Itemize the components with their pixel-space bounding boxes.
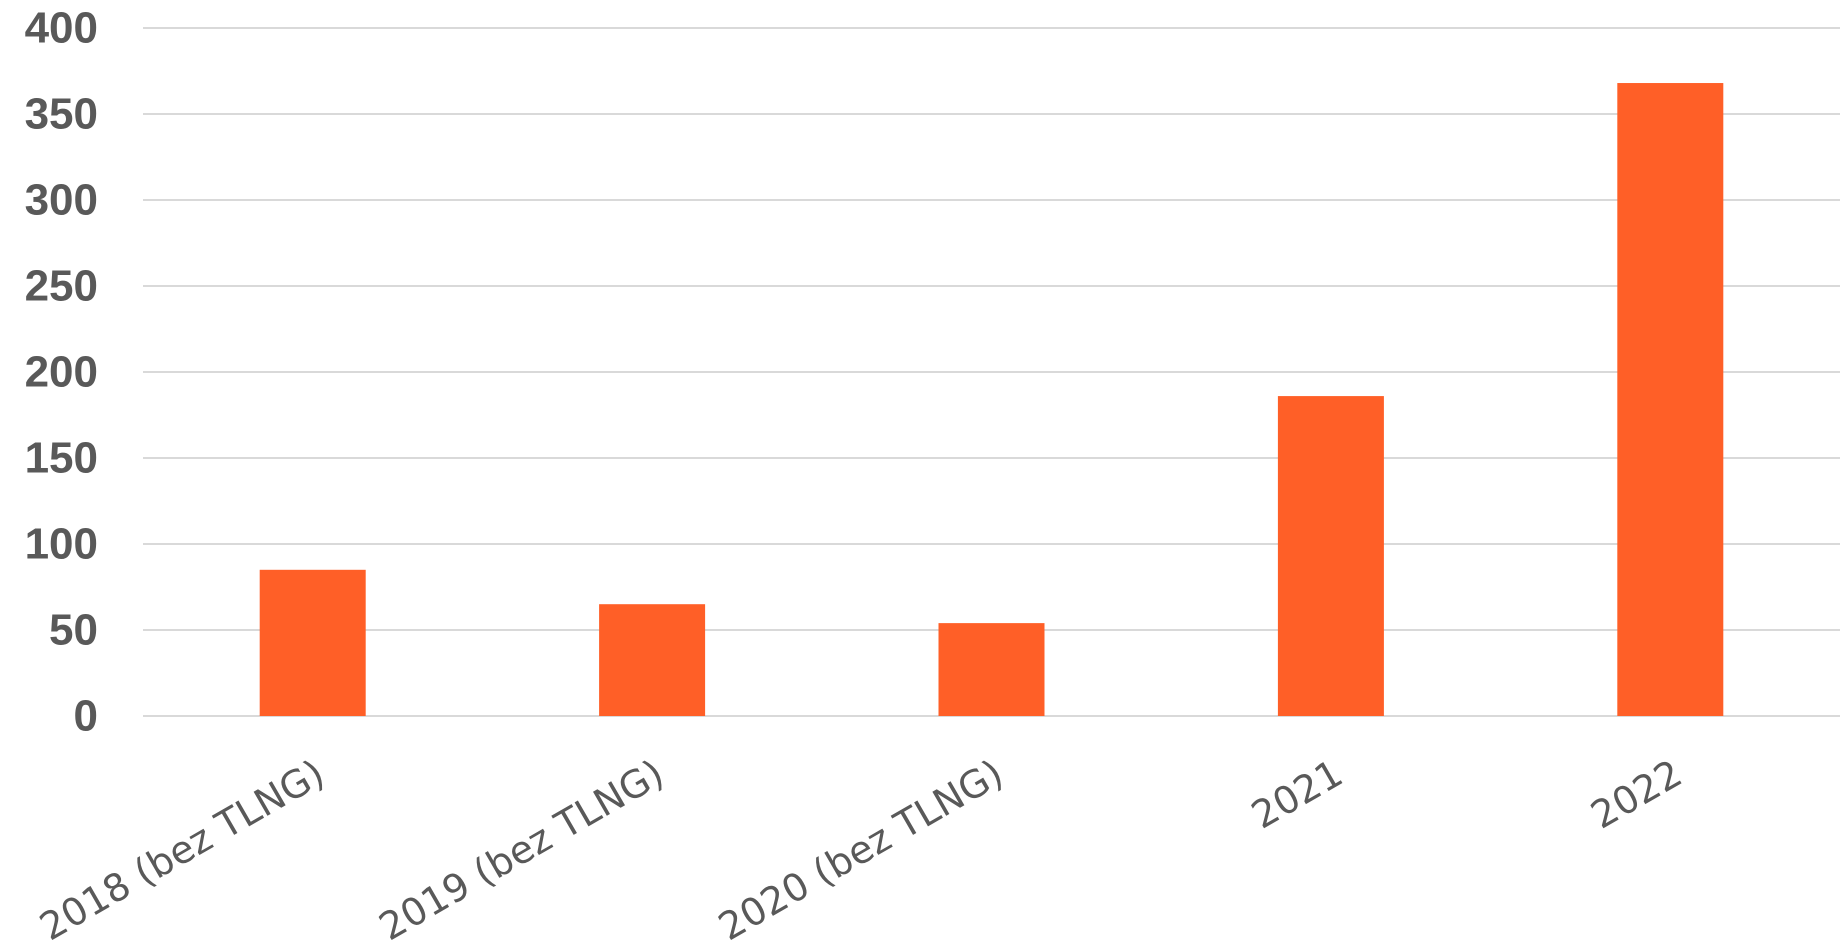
x-axis-tick-labels: 2018 (bez TLNG) 2019 (bez TLNG) 2020 (bez … bbox=[32, 751, 1689, 949]
y-tick-label: 200 bbox=[25, 348, 98, 397]
y-tick-label: 400 bbox=[25, 4, 98, 53]
y-tick-label: 300 bbox=[25, 176, 98, 225]
y-tick-label: 50 bbox=[49, 606, 98, 655]
y-tick-label: 250 bbox=[25, 262, 98, 311]
bars bbox=[259, 83, 1724, 717]
x-tick-label: 2021 bbox=[1244, 751, 1350, 837]
gridlines bbox=[143, 27, 1840, 717]
x-tick-label: 2022 bbox=[1584, 751, 1690, 837]
bar bbox=[259, 569, 366, 716]
bar bbox=[599, 604, 706, 716]
x-tick-label: 2019 (bez TLNG) bbox=[372, 751, 671, 949]
y-tick-label: 350 bbox=[25, 90, 98, 139]
bar bbox=[938, 623, 1045, 716]
y-tick-label: 0 bbox=[74, 692, 98, 741]
y-tick-label: 100 bbox=[25, 520, 98, 569]
y-tick-label: 150 bbox=[25, 434, 98, 483]
x-tick-label: 2018 (bez TLNG) bbox=[32, 751, 331, 949]
bar bbox=[1277, 396, 1384, 716]
y-axis-tick-labels: 0 50 100 150 200 250 300 350 400 bbox=[25, 4, 98, 741]
x-tick-label: 2020 (bez TLNG) bbox=[711, 751, 1010, 949]
bar bbox=[1617, 83, 1724, 717]
